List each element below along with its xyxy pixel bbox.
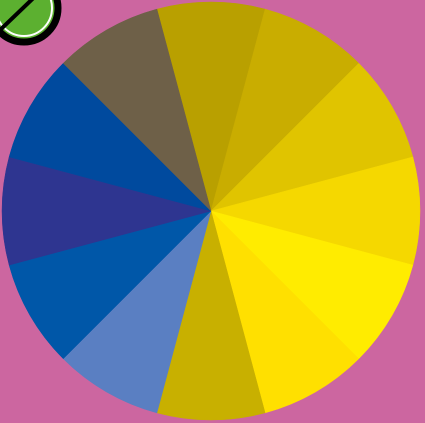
wheel-segment <box>210 210 360 414</box>
wheel-segment <box>210 8 360 212</box>
wheel-segment <box>62 8 212 212</box>
icon-ring <box>0 0 53 37</box>
wheel-segment <box>156 1 266 212</box>
wheel-segment <box>210 210 414 360</box>
icon-circle <box>0 0 62 46</box>
icon-slash <box>0 0 35 32</box>
wheel-segment <box>210 156 421 266</box>
wheel-segment <box>8 62 212 212</box>
wheel-segment <box>8 210 212 360</box>
wheel-segment <box>62 210 212 414</box>
toggle-icon[interactable] <box>0 0 62 46</box>
wheel-segment <box>1 156 212 266</box>
wheel-segment <box>156 210 266 421</box>
wheel-segment <box>210 62 414 212</box>
